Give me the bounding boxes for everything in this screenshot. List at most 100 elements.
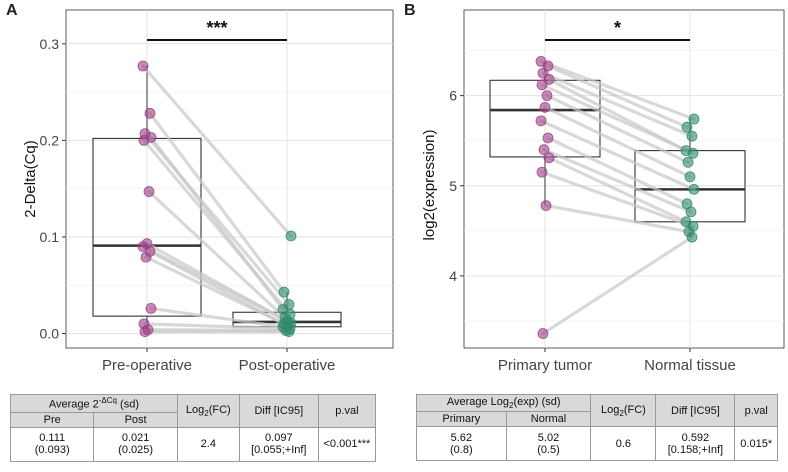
pair-line: [541, 71, 694, 138]
data-point-group2: [687, 147, 699, 159]
table-a-fc-main: Log: [185, 403, 205, 416]
y-tick-label: 6: [449, 88, 457, 104]
data-point-group1: [145, 303, 157, 314]
table-a-fc-sub: 2: [204, 408, 209, 418]
pair-line: [142, 138, 292, 316]
table-b-ci: [0.158;+Inf]: [667, 443, 724, 456]
table-a-v1-sd: (0.093): [34, 444, 70, 457]
table-b-fc-sub: 2: [619, 408, 624, 418]
table-b-diff: 0.592: [681, 431, 710, 444]
pair-line: [542, 148, 693, 214]
y-tick-label: 5: [449, 178, 457, 194]
y-axis-label: log2(expression): [421, 130, 438, 241]
data-point-group2: [688, 183, 700, 195]
pair-line: [544, 203, 691, 234]
data-point-group2: [684, 171, 696, 183]
data-point-group1: [543, 152, 555, 164]
pair-line: [547, 156, 688, 224]
table-b-col1-header: Primary: [416, 411, 507, 428]
y-tick-label: 0.3: [40, 36, 60, 52]
table-b-group-header-sub: 2: [509, 401, 514, 411]
pair-line: [540, 83, 695, 155]
y-axis-label: 2-Delta(Cq): [22, 140, 39, 218]
table-a-v1: 0.111 (0.093): [9, 426, 95, 462]
pair-line: [141, 64, 293, 238]
data-point-group1: [541, 90, 553, 102]
table-a-col1-header: Pre: [9, 411, 95, 428]
data-point-group1: [137, 60, 149, 72]
table-b-col2-header: Normal: [505, 411, 592, 428]
stats-table-b: Average Log2(exp) (sd) Log2(FC) Diff [IC…: [415, 393, 778, 462]
data-point-group2: [682, 156, 694, 168]
table-b-v2: 5.02 (0.5): [505, 426, 592, 462]
x-tick-label: Post-operative: [239, 357, 336, 374]
table-b-group-header-main: Average Log: [446, 396, 510, 408]
table-b-v2-sd: (0.5): [537, 443, 560, 456]
x-tick-label: Normal tissue: [644, 357, 736, 374]
table-a-v2-sd: (0.025): [118, 444, 154, 457]
data-point-group1: [536, 79, 548, 91]
table-b-pval-header: p.val: [734, 393, 778, 428]
y-tick-label: 0.1: [40, 229, 60, 245]
table-b-fc-main: Log: [601, 403, 620, 416]
data-point-group2: [681, 121, 693, 133]
table-a-group-header-sup: -ΔCq: [98, 396, 117, 405]
data-point-group1: [540, 200, 552, 211]
pair-line: [543, 105, 692, 179]
table-a-group-header: Average 2-ΔCq (sd): [10, 394, 178, 413]
panel-letter-b: B: [404, 2, 416, 19]
panel-letter-a: A: [6, 2, 18, 19]
pair-line: [142, 322, 292, 331]
y-tick-label: 0.0: [40, 326, 60, 342]
table-a-fc-tail: (FC): [208, 403, 231, 416]
table-a-diff: 0.097: [265, 432, 293, 445]
table-a-v2: 0.021 (0.025): [93, 426, 178, 462]
data-point-group1: [140, 251, 152, 263]
table-a-pval-value: <0.001***: [317, 426, 377, 462]
table-b-fc-header: Log2(FC): [590, 393, 657, 428]
data-point-group2: [688, 113, 700, 125]
x-tick-label: Primary tumor: [498, 357, 592, 374]
table-a-fc-value: 2.4: [176, 426, 240, 462]
pair-line: [148, 111, 286, 294]
pair-line: [144, 255, 290, 328]
y-tick-label: 4: [449, 268, 457, 284]
table-a-pval-header: p.val: [317, 394, 377, 428]
pair-line: [539, 59, 696, 121]
pair-line: [539, 119, 696, 191]
data-point-group2: [685, 206, 697, 218]
table-a-diff-value: 0.097 [0.055;+Inf]: [238, 426, 319, 462]
table-a-group-header-main: Average 2: [48, 398, 99, 411]
table-a-diff-header: Diff [IC95]: [238, 394, 319, 428]
data-point-group1: [144, 107, 156, 119]
pair-line: [545, 94, 690, 164]
data-point-group2: [285, 230, 297, 242]
pair-line: [540, 170, 695, 228]
table-a-v2-mean: 0.021: [121, 432, 150, 445]
table-b-v1: 5.62 (0.8): [416, 426, 507, 462]
pair-line: [546, 64, 689, 129]
data-point-group2: [283, 326, 295, 337]
table-b-diff-header: Diff [IC95]: [655, 393, 736, 428]
data-point-group1: [536, 166, 548, 178]
table-a-ci: [0.055;+Inf]: [251, 444, 307, 457]
table-b-group-header: Average Log2(exp) (sd): [415, 393, 592, 413]
table-a-v1-mean: 0.111: [39, 432, 66, 445]
data-point-group1: [537, 328, 549, 339]
pair-line: [541, 235, 694, 336]
table-b-diff-value: 0.592 [0.158;+Inf]: [655, 426, 736, 462]
pair-line: [147, 189, 287, 320]
table-a-fc-header: Log2(FC): [176, 394, 240, 428]
table-b-fc-tail: (FC): [623, 403, 646, 416]
data-point-group1: [139, 326, 151, 337]
table-b-v1-mean: 5.62: [450, 431, 473, 444]
table-b-group-header-tail: (exp) (sd): [513, 396, 561, 408]
paired-boxplot-figure: 0.0 0.1 0.2 0.3 Pre-operative Post-operative 2…: [22, 9, 785, 374]
stats-table-a: Average 2-ΔCq (sd) Log2(FC) Diff [IC95] …: [9, 394, 377, 462]
panel-a: 0.0 0.1 0.2 0.3 Pre-operative Post-operative 2…: [22, 9, 394, 374]
table-a-group-header-tail: (sd): [117, 398, 139, 411]
data-point-group1: [538, 144, 550, 156]
data-point-group1: [143, 186, 155, 197]
data-point-group1: [539, 101, 551, 113]
y-tick-label: 0.2: [40, 132, 60, 148]
